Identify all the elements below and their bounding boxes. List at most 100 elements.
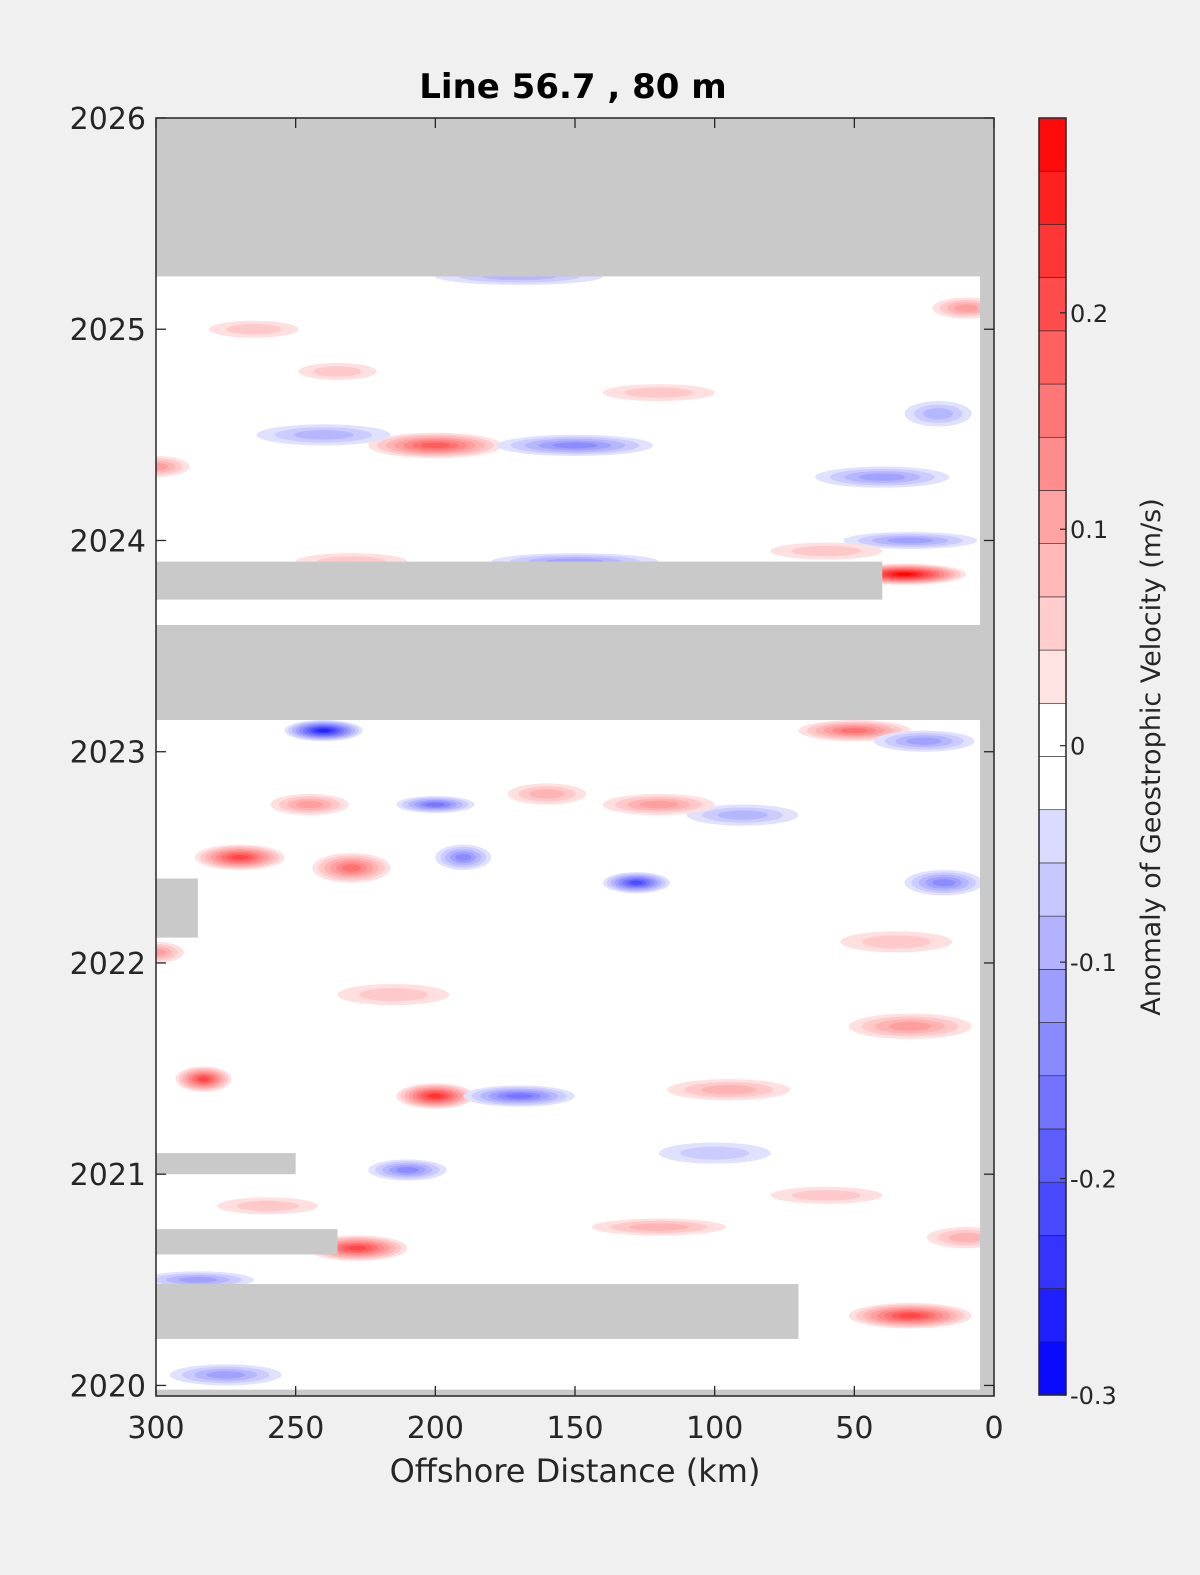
- contour-level: [840, 728, 868, 734]
- colorbar-band: [1038, 1075, 1067, 1130]
- y-tick-label: 2023: [70, 736, 146, 771]
- colorbar-ticks: -0.3 -0.2 -0.1 0 0.1 0.2: [1060, 300, 1117, 1410]
- anomaly-feature: [602, 872, 670, 894]
- colorbar-tick-label: -0.1: [1070, 949, 1117, 977]
- y-tick-label: 2024: [70, 524, 146, 559]
- missing-data-band: [156, 878, 198, 938]
- anomaly-feature: [284, 720, 363, 742]
- colorbar-band: [1038, 1181, 1067, 1236]
- colorbar-tick-label: 0.2: [1070, 300, 1108, 328]
- anomaly-feature: [848, 1013, 972, 1040]
- y-tick-label: 2026: [70, 102, 146, 137]
- anomaly-feature: [602, 793, 715, 816]
- contour-level: [226, 324, 282, 335]
- anomaly-feature: [815, 466, 950, 488]
- colorbar-band: [1038, 170, 1067, 225]
- contour-level: [505, 1093, 533, 1099]
- contour-level: [630, 880, 643, 885]
- anomaly-feature: [658, 1142, 771, 1164]
- anomaly-feature: [312, 853, 391, 883]
- contour-level: [156, 948, 166, 957]
- contour-level: [198, 1076, 209, 1082]
- colorbar-band: [1038, 1288, 1067, 1343]
- colorbar-band: [1038, 649, 1067, 704]
- anomaly-feature: [686, 804, 799, 826]
- anomaly-feature: [798, 720, 911, 742]
- contour-level: [886, 537, 934, 544]
- anomaly-feature: [368, 432, 503, 459]
- anomaly-feature: [396, 796, 475, 813]
- contour-level: [888, 1021, 932, 1031]
- anomaly-feature: [843, 563, 967, 585]
- colorbar-tick-label: 0: [1070, 733, 1085, 761]
- anomaly-feature: [209, 320, 299, 338]
- colorbar-band: [1038, 915, 1067, 970]
- colorbar-band: [1038, 596, 1067, 651]
- x-tick-label: 300: [127, 1411, 184, 1446]
- contour-level: [342, 864, 362, 872]
- anomaly-feature: [463, 1085, 575, 1107]
- contour-level: [421, 442, 450, 449]
- anomaly-feature: [270, 793, 349, 816]
- y-tick-label: 2021: [70, 1158, 146, 1193]
- contour-level: [898, 1313, 922, 1319]
- missing-data-band: [980, 118, 994, 1396]
- anomaly-feature: [256, 424, 391, 446]
- colorbar-band: [1038, 969, 1067, 1023]
- x-tick-label: 100: [686, 1411, 743, 1446]
- contour-level: [954, 304, 978, 312]
- contour-level: [717, 810, 768, 820]
- colorbar-band: [1038, 1022, 1067, 1077]
- contour-level: [428, 1093, 442, 1099]
- contour-level: [923, 408, 954, 420]
- colorbar-tick-label: 0.1: [1070, 516, 1108, 544]
- missing-data-band: [156, 624, 994, 721]
- anomaly-feature: [368, 1159, 447, 1181]
- contour-level: [236, 1200, 299, 1212]
- anomaly-feature: [843, 532, 978, 549]
- anomaly-feature: [848, 1303, 972, 1329]
- missing-data-band: [156, 1229, 338, 1255]
- contour-level: [680, 1146, 750, 1160]
- anomaly-feature: [770, 1186, 883, 1204]
- chart-title: Line 56.7 , 80 m: [419, 67, 726, 107]
- y-axis: 2020 2021 2022 2023 2024 2025 2026: [70, 102, 994, 1404]
- colorbar-bands: [1038, 117, 1067, 1396]
- colorbar-band: [1038, 224, 1067, 278]
- anomaly-feature: [770, 542, 883, 560]
- anomaly-feature: [904, 401, 972, 427]
- y-tick-label: 2022: [70, 947, 146, 982]
- contour-level: [206, 1371, 246, 1379]
- contour-level: [792, 545, 861, 557]
- contour-level: [896, 572, 914, 576]
- anomaly-feature: [932, 297, 994, 319]
- contour-level: [861, 935, 931, 949]
- anomaly-feature: [926, 1227, 994, 1249]
- contour-level: [156, 462, 168, 471]
- contour-level: [231, 854, 249, 860]
- contour-level: [347, 1245, 367, 1251]
- x-axis-label: Offshore Distance (km): [390, 1452, 761, 1490]
- x-tick-label: 0: [984, 1411, 1003, 1446]
- contour-level: [639, 800, 679, 809]
- x-tick-label: 200: [407, 1411, 464, 1446]
- anomaly-feature: [904, 870, 983, 896]
- colorbar-label: Anomaly of Geostrophic Velocity (m/s): [1136, 498, 1167, 1016]
- anomaly-feature: [591, 1218, 726, 1236]
- colorbar-band: [1038, 1235, 1067, 1289]
- anomaly-feature: [840, 931, 953, 953]
- y-tick-label: 2025: [70, 313, 146, 348]
- contour-level: [396, 1166, 419, 1173]
- contour-level: [296, 800, 324, 809]
- contour-level: [629, 1223, 689, 1231]
- contour-level: [293, 430, 354, 440]
- colorbar-band: [1038, 383, 1067, 438]
- contour-level: [178, 1276, 218, 1283]
- anomaly-feature: [507, 783, 587, 805]
- x-axis: 300 250 200 150 100 50 0: [127, 118, 1004, 1446]
- colorbar-band: [1038, 543, 1067, 598]
- anomaly-feature: [298, 363, 377, 380]
- anomaly-feature: [435, 844, 492, 871]
- x-tick-label: 50: [835, 1411, 873, 1446]
- contour-level: [701, 1085, 756, 1095]
